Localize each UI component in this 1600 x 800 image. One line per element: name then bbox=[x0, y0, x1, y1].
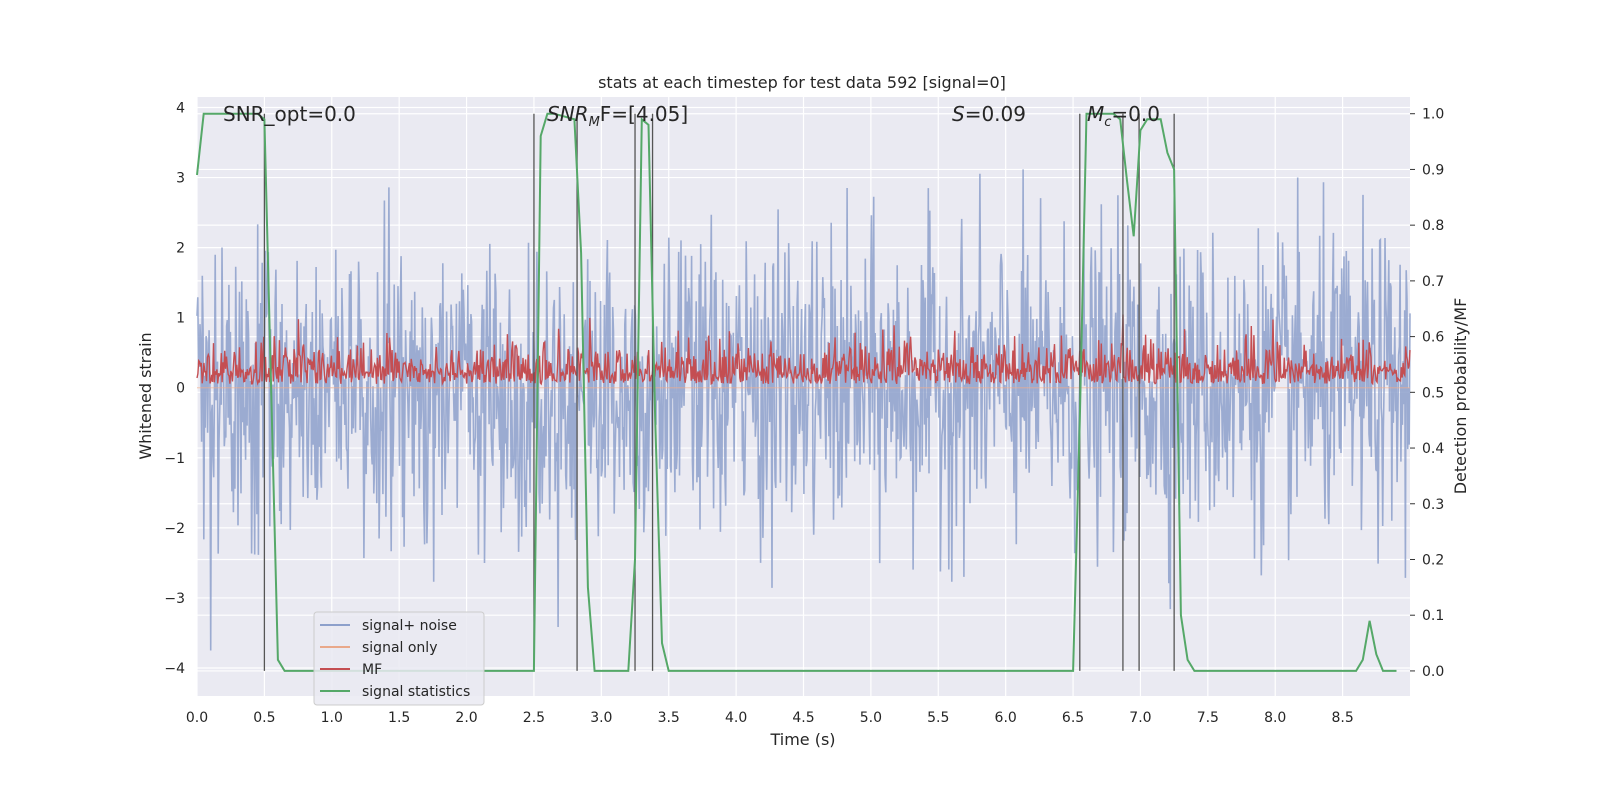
y-axis-left-ticks: −4 −3 −2 −1 0 1 2 3 4 bbox=[164, 101, 185, 677]
x-tick-label-11: 5.5 bbox=[927, 710, 949, 726]
y-axis-left-label: Whitened strain bbox=[136, 332, 155, 459]
y-left-tick-label-8: 4 bbox=[176, 101, 185, 117]
x-tick-label-1: 0.5 bbox=[253, 710, 275, 726]
y-left-tick-label-7: 3 bbox=[176, 171, 185, 187]
legend-label-mf: MF bbox=[362, 662, 382, 678]
legend-label-signal-statistics: signal statistics bbox=[362, 684, 470, 700]
annotation-snr-mf: SNRMF=[4.05] bbox=[547, 102, 688, 130]
x-tick-label-3: 1.5 bbox=[388, 710, 410, 726]
annotation-s-rest: =0.09 bbox=[965, 102, 1026, 126]
y-right-tick-label-8: 0.8 bbox=[1422, 218, 1444, 234]
annotation-mc-base: M bbox=[1087, 102, 1104, 126]
x-axis-ticks: 0.0 0.5 1.0 1.5 2.0 2.5 3.0 3.5 4.0 4.5 5.0 5.5 6.0 6… bbox=[186, 710, 1354, 726]
y-right-tick-label-2: 0.2 bbox=[1422, 552, 1444, 568]
annotation-snr-opt: SNR_opt=0.0 bbox=[223, 102, 356, 126]
series-signal-statistics bbox=[196, 112, 1397, 672]
y-left-tick-label-0: −4 bbox=[164, 661, 185, 677]
x-tick-label-14: 7.0 bbox=[1129, 710, 1151, 726]
annotation-mc-sub: c bbox=[1104, 115, 1111, 130]
chart-title: stats at each timestep for test data 592… bbox=[598, 73, 1006, 92]
y-right-tick-label-1: 0.1 bbox=[1422, 608, 1444, 624]
legend-label-signal-only: signal only bbox=[362, 640, 437, 656]
annotation-mc: Mc=0.0 bbox=[1087, 102, 1160, 130]
annotations: SNR_opt=0.0 SNRMF=[4.05] S=0.09 Mc=0.0 bbox=[223, 102, 1160, 130]
y-right-tick-label-10: 1.0 bbox=[1422, 107, 1444, 123]
y-right-tick-label-3: 0.3 bbox=[1422, 497, 1444, 513]
x-tick-label-9: 4.5 bbox=[792, 710, 814, 726]
x-tick-label-10: 5.0 bbox=[860, 710, 882, 726]
x-tick-label-17: 8.5 bbox=[1331, 710, 1353, 726]
y-right-tick-label-7: 0.7 bbox=[1422, 274, 1444, 290]
signal-plus-noise-line bbox=[196, 169, 1411, 651]
x-tick-label-4: 2.0 bbox=[455, 710, 477, 726]
x-tick-label-16: 8.0 bbox=[1264, 710, 1286, 726]
y-right-tick-label-5: 0.5 bbox=[1422, 385, 1444, 401]
series-mf bbox=[196, 314, 1411, 387]
x-tick-label-8: 4.0 bbox=[725, 710, 747, 726]
annotation-snr-mf-base: SNR bbox=[547, 102, 589, 126]
y-left-tick-label-5: 1 bbox=[176, 311, 185, 327]
y-left-tick-label-2: −2 bbox=[164, 521, 185, 537]
x-tick-label-7: 3.5 bbox=[658, 710, 680, 726]
y-axis-right-label: Detection probability/MF bbox=[1451, 298, 1470, 495]
x-tick-label-15: 7.5 bbox=[1197, 710, 1219, 726]
annotation-snr-mf-rest: F=[4.05] bbox=[600, 102, 688, 126]
x-tick-label-0: 0.0 bbox=[186, 710, 208, 726]
x-tick-label-2: 1.0 bbox=[321, 710, 343, 726]
x-tick-label-6: 3.0 bbox=[590, 710, 612, 726]
y-left-tick-label-4: 0 bbox=[176, 381, 185, 397]
y-axis-right-ticks: 0.0 0.1 0.2 0.3 0.4 0.5 0.6 0.7 0.8 0.9 1.0 bbox=[1410, 107, 1444, 680]
annotation-s-base: S bbox=[952, 102, 965, 126]
x-tick-label-12: 6.0 bbox=[995, 710, 1017, 726]
y-right-tick-label-6: 0.6 bbox=[1422, 330, 1444, 346]
x-tick-label-5: 2.5 bbox=[523, 710, 545, 726]
x-tick-label-13: 6.5 bbox=[1062, 710, 1084, 726]
y-left-tick-label-6: 2 bbox=[176, 241, 185, 257]
legend-box bbox=[313, 611, 485, 706]
annotation-s: S=0.09 bbox=[952, 102, 1026, 126]
annotation-mc-rest: =0.0 bbox=[1111, 102, 1160, 126]
legend-label-signal-plus-noise: signal+ noise bbox=[362, 618, 457, 634]
signal-statistics-line bbox=[196, 112, 1397, 672]
legend: signal+ noise signal only MF signal stat… bbox=[313, 611, 485, 706]
y-right-tick-label-9: 0.9 bbox=[1422, 162, 1444, 178]
y-right-tick-label-4: 0.4 bbox=[1422, 441, 1444, 457]
mf-line bbox=[196, 314, 1411, 387]
y-left-tick-label-3: −1 bbox=[164, 451, 185, 467]
series-signal-plus-noise bbox=[196, 169, 1411, 651]
annotation-snr-mf-sub: M bbox=[589, 115, 600, 130]
x-axis-label: Time (s) bbox=[769, 730, 835, 749]
y-left-tick-label-1: −3 bbox=[164, 591, 185, 607]
y-right-tick-label-0: 0.0 bbox=[1422, 664, 1444, 680]
